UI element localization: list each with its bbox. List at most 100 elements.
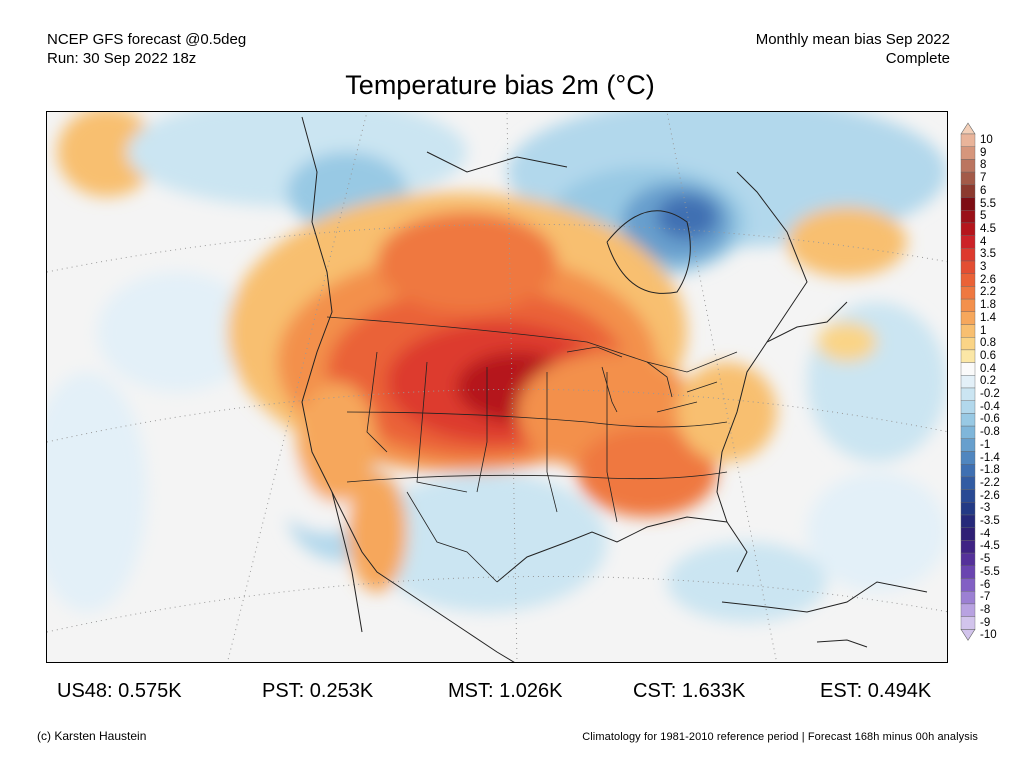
legend-swatch bbox=[960, 464, 976, 478]
legend-swatch bbox=[960, 184, 976, 198]
legend-tick-label: 3 bbox=[980, 261, 987, 273]
run-label: Run: 30 Sep 2022 18z bbox=[47, 50, 197, 67]
legend-tick-label: 2.2 bbox=[980, 286, 996, 299]
legend-tick-label: -3.5 bbox=[980, 515, 1000, 527]
legend-tick-label: 3.5 bbox=[980, 248, 996, 261]
legend-tick-label: -3 bbox=[980, 502, 991, 515]
legend-max-arrow bbox=[960, 122, 976, 135]
legend-swatch bbox=[960, 133, 976, 147]
legend-swatch bbox=[960, 375, 976, 389]
legend-swatch bbox=[960, 324, 976, 338]
legend-swatch bbox=[960, 616, 976, 630]
legend-swatch bbox=[960, 489, 976, 503]
legend-tick-label: 1.8 bbox=[980, 299, 996, 312]
legend-swatch bbox=[960, 362, 976, 376]
legend-tick-label: -4.5 bbox=[980, 540, 1000, 553]
legend-tick-label: 4.5 bbox=[980, 222, 996, 235]
legend-tick-label: 8 bbox=[980, 159, 987, 172]
legend-tick-label: 2.6 bbox=[980, 273, 996, 286]
legend-swatch bbox=[960, 171, 976, 185]
great-lakes bbox=[566, 346, 718, 413]
stat-us48: US48: 0.575K bbox=[57, 680, 182, 702]
legend-swatch bbox=[960, 349, 976, 363]
bias-field bbox=[47, 112, 947, 622]
legend-tick-label: 0.6 bbox=[980, 349, 996, 362]
legend-swatch bbox=[960, 146, 976, 160]
legend-tick-label: -5.5 bbox=[980, 565, 1000, 578]
legend-swatch bbox=[960, 235, 976, 249]
legend-tick-label: -1.4 bbox=[980, 451, 1000, 464]
legend-tick-label: 10 bbox=[980, 134, 993, 146]
legend-tick-label: -5 bbox=[980, 553, 991, 566]
legend-tick-label: -8 bbox=[980, 603, 991, 616]
legend-swatch bbox=[960, 527, 976, 541]
map-title: Temperature bias 2m (°C) bbox=[345, 70, 655, 100]
legend-tick-label: -0.8 bbox=[980, 426, 1000, 439]
legend-swatch bbox=[960, 552, 976, 567]
borders bbox=[326, 316, 738, 583]
legend-swatch bbox=[960, 565, 976, 579]
legend-swatch bbox=[960, 336, 976, 351]
legend-tick-label: 5.5 bbox=[980, 197, 996, 210]
copyright-label: (c) Karsten Haustein bbox=[37, 729, 147, 743]
legend-tick-label: 1.4 bbox=[980, 311, 996, 324]
legend-min-arrow bbox=[960, 629, 976, 641]
legend-tick-label: -7 bbox=[980, 591, 991, 604]
legend-swatch bbox=[960, 197, 976, 211]
legend-swatch bbox=[960, 425, 976, 440]
legend-swatch bbox=[960, 260, 976, 274]
legend-swatch bbox=[960, 540, 976, 554]
stat-mst: MST: 1.026K bbox=[448, 680, 563, 702]
legend-swatch bbox=[960, 311, 976, 325]
legend-swatch bbox=[960, 209, 976, 224]
legend-colorbar bbox=[960, 122, 976, 641]
legend-swatch bbox=[960, 298, 976, 313]
legend-swatch bbox=[960, 248, 976, 262]
legend-swatch bbox=[960, 222, 976, 236]
legend-swatch bbox=[960, 578, 976, 592]
period-label: Monthly mean bias Sep 2022 bbox=[755, 31, 950, 48]
legend-tick-label: -4 bbox=[980, 527, 991, 540]
legend-swatch bbox=[960, 286, 976, 300]
legend-swatch bbox=[960, 502, 976, 516]
legend-tick-label: 0.4 bbox=[980, 362, 996, 375]
legend-tick-label: 4 bbox=[980, 235, 987, 248]
legend-tick-label: -1.8 bbox=[980, 464, 1000, 477]
legend-tick-label: -9 bbox=[980, 616, 991, 629]
legend-tick-label: -6 bbox=[980, 578, 991, 591]
coastlines bbox=[301, 116, 928, 662]
legend-swatch bbox=[960, 591, 976, 605]
stat-pst: PST: 0.253K bbox=[262, 680, 374, 702]
graticule bbox=[47, 112, 947, 662]
legend-tick-label: 0.2 bbox=[980, 375, 996, 388]
legend-tick-label: 5 bbox=[980, 210, 987, 223]
stat-cst: CST: 1.633K bbox=[633, 680, 746, 702]
legend-tick-label: -2.2 bbox=[980, 476, 1000, 489]
legend-swatch bbox=[960, 273, 976, 287]
legend-tick-label: 0.8 bbox=[980, 337, 996, 350]
legend-tick-label: 7 bbox=[980, 172, 987, 185]
temperature-bias-map bbox=[47, 112, 947, 662]
status-label: Complete bbox=[885, 50, 950, 67]
legend-swatch bbox=[960, 387, 976, 401]
legend-tick-label: -0.6 bbox=[980, 413, 1000, 426]
legend-swatch bbox=[960, 514, 976, 528]
stat-est: EST: 0.494K bbox=[820, 680, 932, 702]
legend-swatch bbox=[960, 413, 976, 427]
legend-swatch bbox=[960, 400, 976, 414]
legend-tick-label: -0.2 bbox=[980, 388, 1000, 400]
legend-tick-label: 6 bbox=[980, 184, 987, 197]
legend-tick-label: -0.4 bbox=[980, 400, 1000, 413]
legend-swatch bbox=[960, 603, 976, 617]
legend-swatch bbox=[960, 438, 976, 452]
legend-tick-label: 9 bbox=[980, 146, 987, 159]
legend-tick-label: -2.6 bbox=[980, 489, 1000, 502]
header-right: Monthly mean bias Sep 2022 Complete bbox=[756, 30, 950, 68]
model-label: NCEP GFS forecast @0.5deg bbox=[47, 31, 247, 48]
legend-tick-label: -10 bbox=[980, 629, 997, 642]
legend-swatch bbox=[960, 451, 976, 465]
legend-swatch bbox=[960, 476, 976, 490]
legend-tick-label: -1 bbox=[980, 438, 991, 451]
map-panel bbox=[46, 111, 948, 663]
header-left: NCEP GFS forecast @0.5deg Run: 30 Sep 20… bbox=[47, 30, 246, 68]
